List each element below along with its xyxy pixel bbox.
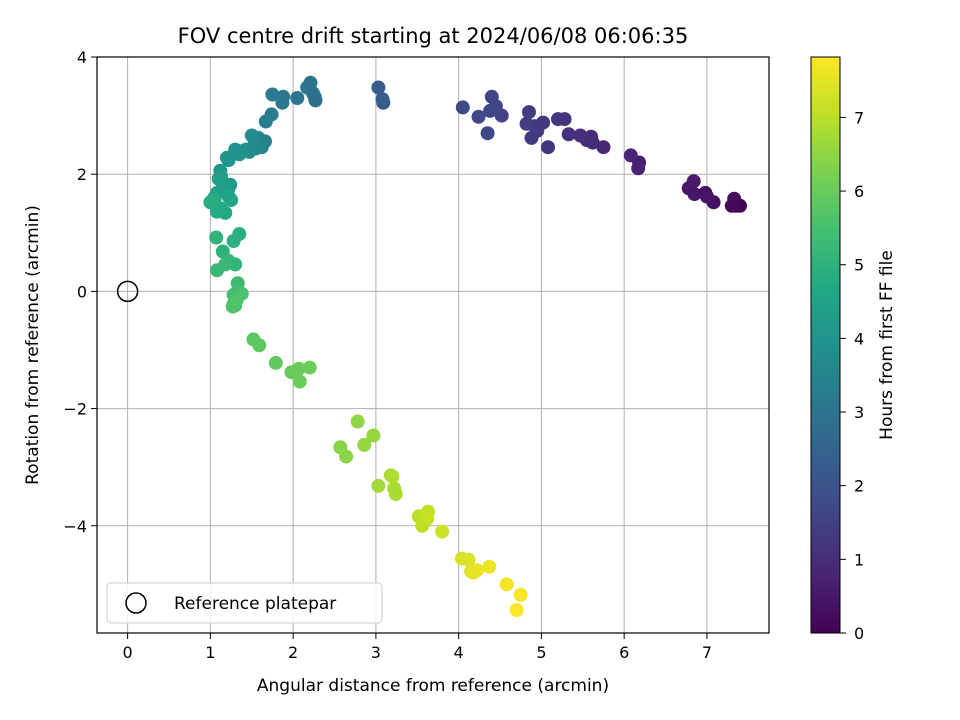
data-point: [226, 234, 241, 248]
data-point: [230, 276, 245, 291]
data-point: [225, 299, 240, 314]
data-point: [350, 414, 365, 429]
data-point: [291, 361, 306, 376]
legend-label-reference: Reference platepar: [174, 594, 336, 614]
data-point: [375, 92, 390, 107]
colorbar-tick-label: 1: [854, 550, 864, 569]
reference-marker-group: [116, 280, 139, 303]
data-point: [519, 116, 534, 131]
data-point: [484, 89, 499, 104]
data-point: [275, 95, 290, 110]
data-point: [623, 148, 638, 163]
data-point: [480, 126, 495, 141]
grid: [97, 56, 769, 633]
data-point: [551, 112, 565, 127]
data-point: [541, 140, 555, 155]
data-point: [252, 338, 267, 353]
data-point: [573, 128, 588, 143]
data-points: [203, 75, 747, 618]
data-point: [596, 140, 611, 155]
colorbar-tick-label: 2: [854, 477, 864, 496]
x-tick-label: 5: [536, 643, 546, 662]
chart-title: FOV centre drift starting at 2024/06/08 …: [178, 24, 689, 48]
data-point: [300, 80, 315, 95]
data-point: [211, 171, 226, 186]
data-point: [244, 128, 259, 143]
data-point: [435, 524, 450, 539]
data-point: [522, 105, 536, 120]
colorbar-gradient: [810, 56, 841, 634]
data-point: [292, 374, 307, 389]
colorbar-tick-label: 0: [854, 624, 864, 643]
x-tick-label: 2: [288, 643, 298, 662]
colorbar-tick-label: 7: [854, 108, 864, 127]
y-tick-label: 0: [77, 282, 87, 301]
data-point: [210, 263, 224, 278]
colorbar-tick-label: 3: [854, 403, 864, 422]
data-point: [258, 114, 273, 129]
x-tick-label: 1: [205, 643, 215, 662]
y-tick-label: 2: [77, 165, 87, 184]
plot-frame: [96, 56, 770, 634]
data-point: [268, 355, 283, 370]
data-point: [686, 174, 701, 189]
data-point: [366, 428, 381, 443]
data-point: [524, 130, 539, 145]
y-tick-label: −2: [63, 400, 87, 419]
data-point: [561, 127, 576, 142]
data-point: [209, 230, 224, 245]
x-tick-label: 4: [454, 643, 464, 662]
data-point: [219, 150, 234, 165]
x-axis-label: Angular distance from reference (arcmin): [257, 676, 609, 696]
data-point: [499, 577, 514, 592]
data-point: [420, 511, 435, 526]
data-point: [290, 91, 305, 105]
data-point: [509, 603, 524, 618]
data-point: [357, 437, 372, 452]
legend-reference-marker: [125, 592, 147, 614]
colorbar: 0 1 2 3 4 5 6 7 Hours from first FF file: [810, 56, 897, 643]
data-point: [727, 191, 742, 206]
data-point: [469, 563, 484, 578]
y-axis-label: Rotation from reference (arcmin): [23, 205, 43, 485]
x-tick-label: 7: [702, 643, 712, 662]
colorbar-label: Hours from first FF file: [877, 250, 897, 440]
data-point: [371, 478, 386, 493]
colorbar-tick-label: 6: [854, 182, 864, 201]
data-point: [302, 360, 317, 375]
y-tick-label: −4: [63, 517, 87, 536]
data-point: [483, 103, 498, 118]
data-point: [471, 109, 486, 124]
data-point: [221, 189, 236, 204]
colorbar-tick-label: 5: [854, 256, 864, 275]
x-tick-label: 3: [371, 643, 381, 662]
reference-platepar-marker: [116, 280, 139, 303]
x-axis-ticks: 0 1 2 3 4 5 6 7: [123, 633, 712, 662]
data-point: [387, 481, 402, 496]
data-point: [203, 195, 218, 210]
y-axis-ticks: −4 −2 0 2 4: [63, 48, 97, 536]
data-point: [371, 80, 386, 95]
data-point: [339, 449, 354, 464]
data-point: [265, 87, 280, 102]
legend: Reference platepar: [106, 582, 383, 624]
data-point: [461, 552, 476, 567]
y-tick-label: 4: [77, 48, 87, 67]
legend-box: [106, 582, 383, 624]
data-point: [699, 189, 714, 204]
data-point: [513, 587, 528, 602]
colorbar-ticks: 0 1 2 3 4 5 6 7: [840, 108, 864, 643]
x-tick-label: 0: [123, 643, 133, 662]
data-point: [385, 469, 400, 484]
data-point: [631, 161, 646, 176]
colorbar-tick-label: 4: [854, 329, 864, 348]
data-point: [455, 100, 470, 115]
data-point: [482, 559, 497, 574]
x-tick-label: 6: [619, 643, 629, 662]
